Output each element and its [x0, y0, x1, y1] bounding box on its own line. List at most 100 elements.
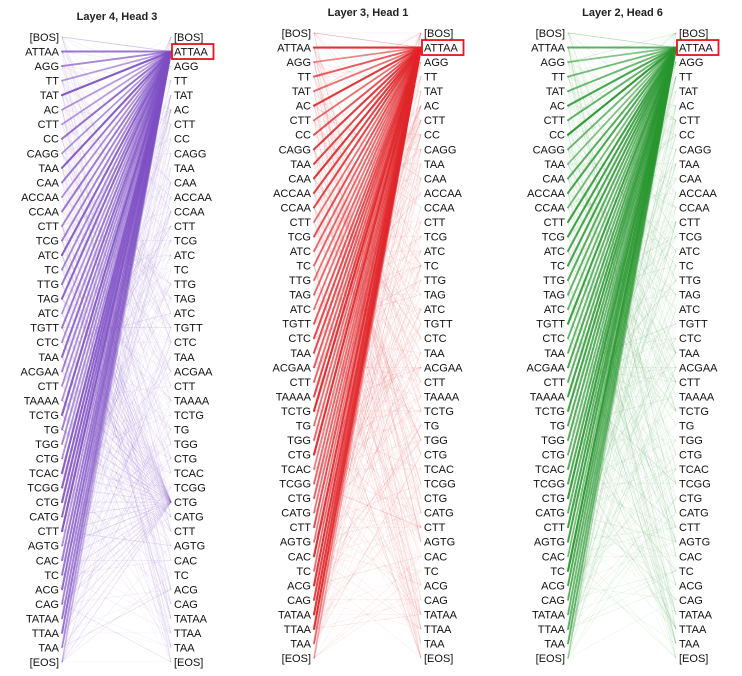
attention-line: [61, 341, 172, 634]
source-token: TTAA: [538, 624, 566, 636]
target-token: ATTAA: [679, 43, 713, 55]
attention-line: [567, 279, 677, 528]
source-token: TAT: [292, 86, 311, 98]
attention-line: [567, 555, 677, 659]
source-token: CATG: [29, 512, 59, 524]
target-token: TTAA: [174, 628, 202, 640]
attention-line: [567, 32, 677, 121]
target-token: TATAA: [174, 613, 208, 625]
target-token: CAC: [424, 551, 447, 563]
target-token: CAA: [679, 173, 702, 185]
target-token: TAA: [679, 159, 700, 171]
source-token: ATC: [290, 246, 311, 258]
source-token: TG: [296, 420, 311, 432]
source-token: TAT: [40, 90, 59, 102]
source-token: TCTG: [281, 406, 311, 418]
attention-line: [313, 163, 422, 543]
attention-line: [61, 182, 172, 663]
target-token: TCTG: [174, 410, 204, 422]
attention-line: [61, 618, 172, 648]
attention-line: [61, 283, 172, 590]
target-token: CATG: [679, 508, 709, 520]
attention-line: [61, 603, 172, 663]
attention-line: [313, 46, 422, 93]
target-token: CTT: [679, 217, 701, 229]
highlighted-token-box: [171, 43, 215, 60]
target-token: ATC: [679, 304, 700, 316]
attention-line: [567, 119, 677, 659]
attention-line: [61, 50, 172, 126]
attention-line: [61, 574, 172, 619]
attention-line: [313, 46, 422, 252]
attention-line: [567, 308, 677, 644]
attention-line: [567, 439, 677, 484]
attention-line: [61, 501, 172, 590]
attention-line: [313, 90, 422, 659]
target-token: CAA: [174, 177, 197, 189]
attention-line: [61, 152, 172, 605]
attention-line: [61, 123, 172, 648]
attention-line: [61, 298, 172, 503]
attention-line: [567, 46, 677, 63]
target-token: CAGG: [424, 144, 456, 156]
attention-line: [61, 36, 172, 401]
attention-line: [567, 526, 677, 557]
attention-line: [313, 308, 422, 528]
target-token: TTAA: [424, 624, 452, 636]
source-token: TT: [46, 76, 60, 88]
target-token: TCGG: [174, 483, 206, 495]
target-token: AGTG: [424, 537, 455, 549]
target-token: CTT: [679, 377, 701, 389]
attention-line: [61, 458, 172, 605]
attention-line: [313, 207, 422, 659]
target-token: TCGG: [679, 479, 711, 491]
target-token: TC: [679, 261, 694, 273]
source-token: CTG: [288, 493, 311, 505]
attention-line: [567, 265, 677, 630]
target-token: ACGAA: [679, 362, 718, 374]
source-token: CTG: [36, 454, 59, 466]
source-token: TGTT: [30, 323, 59, 335]
attention-line: [313, 250, 422, 586]
attention-line: [567, 367, 677, 630]
target-token: TATAA: [679, 609, 713, 621]
attention-line: [61, 269, 172, 648]
attention-line: [61, 36, 172, 663]
attention-line: [567, 163, 677, 644]
target-token: CAA: [424, 173, 447, 185]
attention-line: [61, 240, 172, 532]
source-token: ACG: [541, 580, 565, 592]
target-token: TCAC: [679, 464, 709, 476]
attention-line: [313, 236, 422, 644]
target-token: CAG: [174, 599, 198, 611]
attention-line: [313, 178, 422, 659]
source-token: TC: [44, 265, 59, 277]
attention-line: [61, 501, 172, 576]
attention-line: [61, 50, 172, 82]
target-token: CTT: [679, 115, 701, 127]
attention-line: [313, 599, 422, 630]
attention-line: [567, 367, 677, 383]
attention-line: [567, 585, 677, 601]
source-token: TCG: [288, 231, 311, 243]
attention-line: [313, 236, 422, 659]
source-token: CTG: [542, 450, 565, 462]
attention-line: [313, 308, 422, 659]
attention-line: [61, 356, 172, 605]
attention-line: [61, 400, 172, 663]
attention-line: [61, 138, 172, 619]
attention-line: [567, 497, 677, 615]
source-token: TCGG: [533, 479, 565, 491]
attention-line: [61, 385, 172, 401]
attention-line: [567, 46, 677, 122]
target-token: TG: [679, 420, 694, 432]
target-token: CCAA: [679, 202, 710, 214]
attention-line: [313, 468, 422, 630]
attention-line: [61, 414, 172, 517]
attention-line: [61, 400, 172, 459]
target-token: TAAAA: [424, 391, 460, 403]
source-token: TCG: [36, 235, 59, 247]
attention-line: [313, 483, 422, 630]
attention-line: [567, 32, 677, 499]
attention-line: [567, 32, 677, 63]
